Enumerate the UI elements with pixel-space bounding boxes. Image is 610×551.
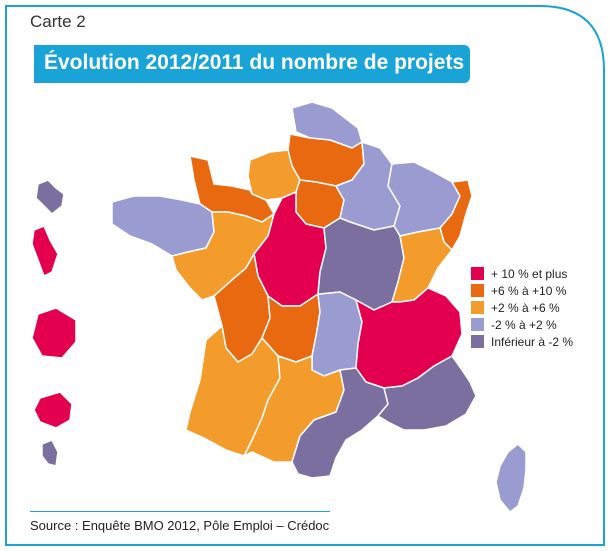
region-languedoc-roussillon	[291, 367, 389, 479]
legend-swatch	[471, 301, 484, 314]
map-title: Évolution 2012/2011 du nombre de projets	[44, 51, 465, 74]
region-martinique	[31, 225, 59, 277]
region-la-reunion	[33, 391, 73, 429]
legend-item: Inférieur à -2 %	[471, 333, 573, 350]
title-banner: Évolution 2012/2011 du nombre de projets	[34, 45, 470, 83]
legend-item: +6 % à +10 %	[471, 282, 573, 299]
legend-swatch	[471, 335, 484, 348]
legend-label: + 10 % et plus	[491, 266, 568, 281]
region-mayotte	[41, 439, 59, 467]
legend-item: +2 % à +6 %	[471, 299, 573, 316]
source-note: Source : Enquête BMO 2012, Pôle Emploi –…	[30, 518, 330, 533]
legend-swatch	[471, 267, 484, 280]
region-bretagne	[111, 195, 215, 257]
source-divider	[30, 511, 330, 512]
region-auvergne	[311, 291, 363, 377]
region-corse	[495, 443, 527, 513]
legend-item: + 10 % et plus	[471, 265, 573, 282]
region-guyane	[31, 307, 77, 359]
legend-swatch	[471, 284, 484, 297]
map-legend: + 10 % et plus +6 % à +10 % +2 % à +6 % …	[471, 265, 573, 350]
legend-item: -2 % à +2 %	[471, 316, 573, 333]
legend-label: +2 % à +6 %	[491, 300, 560, 315]
map-number-label: Carte 2	[30, 12, 86, 31]
region-guadeloupe	[35, 179, 65, 215]
legend-label: -2 % à +2 %	[491, 317, 557, 332]
legend-label: Inférieur à -2 %	[491, 334, 574, 349]
legend-swatch	[471, 318, 484, 331]
legend-label: +6 % à +10 %	[491, 283, 567, 298]
region-paca	[377, 355, 477, 431]
